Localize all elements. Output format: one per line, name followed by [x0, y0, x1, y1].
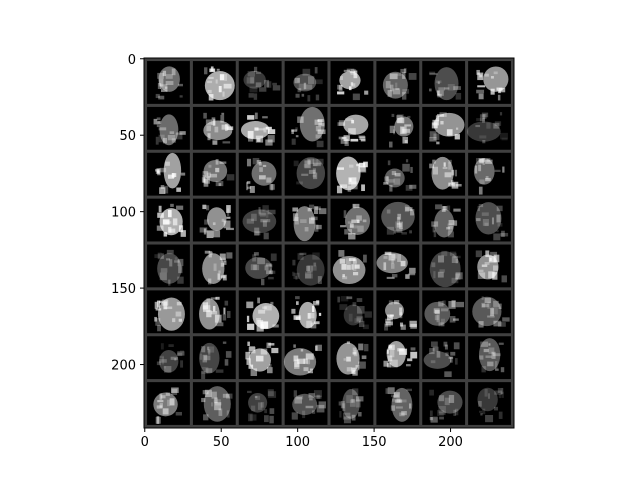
x-tick-label: 150 — [362, 435, 387, 450]
image-tile — [422, 106, 466, 150]
image-tile — [330, 152, 374, 196]
x-tick-label: 200 — [438, 435, 463, 450]
image-tile — [147, 382, 190, 425]
image-tile — [422, 152, 466, 196]
image-tile — [192, 61, 236, 104]
image-tile — [468, 152, 511, 196]
image-tile — [238, 244, 282, 288]
image-tile — [468, 61, 511, 104]
image-tile — [422, 244, 466, 288]
image-tile — [192, 290, 236, 334]
image-tile — [467, 106, 511, 150]
image-tile — [468, 198, 511, 242]
image-tile — [284, 244, 328, 288]
image-tile — [283, 336, 328, 380]
image-tile — [284, 61, 328, 104]
image-tile — [147, 244, 190, 288]
image-tile — [284, 290, 328, 334]
image-tile — [192, 106, 236, 150]
image-tile — [147, 61, 190, 104]
image-tile — [422, 290, 466, 334]
image-tile — [376, 244, 420, 288]
image-tile — [330, 382, 374, 425]
x-tick-label: 50 — [213, 435, 230, 450]
image-tile — [468, 382, 511, 425]
image-tile — [330, 290, 374, 334]
image-tile — [284, 198, 328, 242]
image-tile — [238, 152, 282, 196]
image-tile — [376, 198, 420, 242]
image-tile — [147, 152, 190, 196]
image-tile — [422, 198, 466, 242]
image-tile — [238, 290, 282, 334]
image-tile — [238, 382, 282, 425]
image-tile — [376, 382, 420, 425]
image-tile — [468, 336, 511, 380]
image-tile — [192, 244, 236, 288]
x-tick-label: 100 — [285, 435, 310, 450]
image-tile — [192, 198, 236, 242]
image-tile — [284, 382, 328, 425]
image-tile — [376, 290, 420, 334]
image-tile — [468, 290, 511, 334]
image-tile — [192, 152, 236, 196]
image-tile — [238, 61, 282, 104]
image-tile — [147, 290, 190, 334]
y-tick-label: 150 — [111, 282, 136, 297]
y-axis: 0 50 100 150 200 — [111, 53, 144, 374]
y-tick-label: 200 — [111, 359, 136, 374]
image-tile — [330, 244, 374, 288]
x-tick-label: 0 — [141, 435, 149, 450]
y-tick-label: 100 — [111, 206, 136, 221]
y-tick-label: 50 — [119, 129, 136, 144]
axes-frame — [143, 57, 515, 429]
image-tile — [422, 382, 466, 425]
image-tile — [376, 106, 420, 150]
image-tile — [147, 106, 190, 150]
image-tile — [376, 152, 420, 196]
x-axis: 0 50 100 150 200 — [141, 428, 463, 450]
image-tile — [192, 382, 236, 425]
image-tile — [147, 198, 190, 242]
image-tile — [330, 336, 374, 380]
image-tile — [330, 198, 374, 242]
image-tile — [422, 61, 466, 104]
image-tile — [330, 61, 374, 104]
image-tile — [376, 336, 420, 380]
image-tile — [284, 106, 328, 150]
image-tile — [192, 336, 236, 380]
image-tile — [468, 244, 511, 288]
image-tile — [284, 152, 328, 196]
image-tile — [422, 336, 466, 380]
image-tile — [238, 106, 282, 150]
y-tick-label: 0 — [128, 53, 136, 68]
image-tiles — [147, 61, 511, 425]
image-tile — [330, 106, 374, 150]
image-tile — [238, 198, 282, 242]
image-tile — [147, 336, 190, 380]
image-tile — [376, 61, 420, 104]
image-tile — [238, 336, 282, 380]
